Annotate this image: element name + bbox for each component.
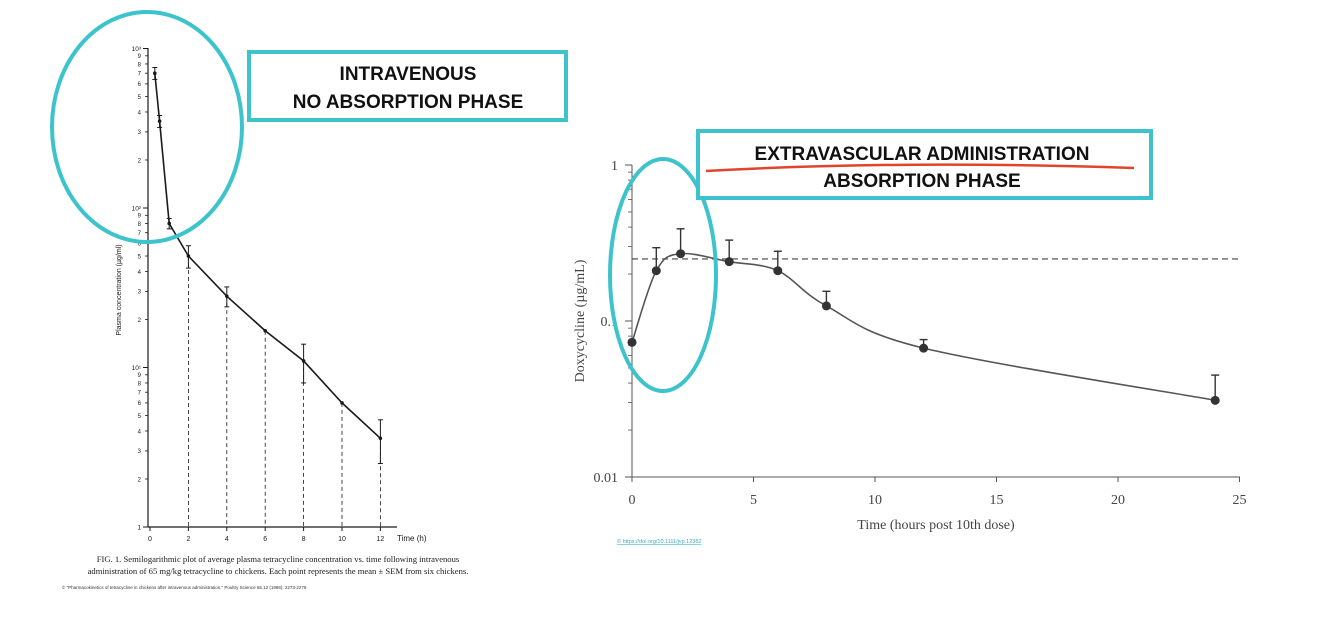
left-y-tick-label: 8	[138, 222, 142, 228]
right-highlight-ellipse	[608, 157, 718, 393]
left-y-tick-label: 7	[138, 72, 142, 78]
left-caption-line1: FIG. 1. Semilogarithmic plot of average …	[97, 554, 460, 564]
right-data-point	[821, 301, 831, 311]
extravascular-box-line1: EXTRAVASCULAR ADMINISTRATION	[755, 144, 1090, 165]
left-y-tick-label: 2	[138, 477, 142, 483]
left-y-tick-label: 4	[138, 429, 142, 435]
left-y-tick-label: 5	[138, 414, 142, 420]
left-caption-line2: administration of 65 mg/kg tetracycline …	[88, 566, 469, 576]
left-y-tick-label: 9	[138, 373, 142, 379]
left-data-point	[340, 401, 344, 405]
left-y-tick-label: 8	[138, 381, 142, 387]
left-x-tick-label: 0	[148, 536, 152, 543]
left-y-tick-label: 6	[138, 82, 142, 88]
extravascular-box-line2: ABSORPTION PHASE	[823, 171, 1020, 192]
left-y-tick-label: 3	[138, 290, 142, 296]
left-source-citation: © "Pharmacokinetics of tetracycline in c…	[62, 584, 307, 590]
intravenous-box-line1: INTRAVENOUS	[340, 64, 477, 85]
left-data-point	[263, 328, 268, 333]
left-data-point	[378, 436, 383, 441]
right-data-marks	[627, 228, 1220, 405]
red-underline	[705, 163, 1135, 173]
left-y-tick-label: 5	[138, 254, 142, 260]
right-data-point	[773, 266, 783, 276]
left-data-point	[186, 254, 191, 258]
right-data-point	[724, 257, 734, 267]
left-x-tick-label: 8	[302, 536, 306, 543]
left-y-tick-label: 7	[138, 391, 142, 397]
left-data-point	[167, 221, 171, 226]
left-y-decade-label: 10¹	[132, 365, 142, 372]
right-y-tick-label: 0.01	[594, 471, 619, 486]
left-y-tick-label: 5	[138, 95, 142, 101]
left-y-tick-label: 6	[138, 242, 142, 248]
left-data-point	[153, 71, 157, 76]
right-y-tick-label: 1	[611, 159, 618, 174]
left-y-tick-label: 2	[138, 158, 142, 164]
left-y-tick-label: 2	[138, 318, 142, 324]
left-x-tick-label: 2	[186, 536, 190, 543]
left-y-decade-label: 10²	[132, 205, 142, 212]
right-source-link[interactable]: © https://doi.org/10.1111/jvp.12382	[617, 538, 701, 545]
left-x-axis-label: Time (h)	[397, 534, 427, 543]
left-ticks: 0 2 4 6 8 10 12 2 3 4 5 6 7 8 9 2 3 4 5 6 7 8 9 2 3 4 5 6 7 8 9 1 10¹ 10²…	[132, 46, 385, 543]
left-data-point	[301, 359, 306, 363]
right-x-tick-label: 15	[990, 493, 1004, 508]
left-y-tick-label: 6	[138, 401, 142, 407]
right-series-line	[631, 252, 1216, 402]
right-data-point	[919, 343, 929, 353]
left-y-tick-label: 4	[138, 110, 142, 116]
intravenous-box-line2: NO ABSORPTION PHASE	[293, 92, 524, 113]
left-y-tick-label: 7	[138, 231, 142, 237]
left-y-tick-label: 4	[138, 270, 142, 276]
right-x-axis-label: Time (hours post 10th dose)	[857, 518, 1015, 533]
left-y-decade-label: 10³	[132, 46, 142, 53]
left-chart: 0 2 4 6 8 10 12 2 3 4 5 6 7 8 9 2 3 4 5 6 7 8 9 2 3 4 5 6 7 8 9 1 10¹ 10²…	[116, 46, 427, 543]
right-data-point	[651, 266, 661, 276]
intravenous-box	[247, 50, 568, 122]
left-y-axis-label: Plasma concentration (µg/ml)	[116, 244, 123, 335]
left-dashed-guides	[187, 256, 381, 527]
right-data-point	[1210, 395, 1220, 405]
right-ticks: 0 5 10 15 20 250.010.11	[594, 159, 1247, 508]
left-y-decade-label: 1	[137, 524, 141, 531]
left-data-point	[157, 119, 162, 124]
left-x-tick-label: 12	[377, 536, 385, 543]
left-y-tick-label: 9	[138, 214, 142, 220]
left-y-tick-label: 9	[138, 54, 142, 60]
left-highlight-ellipse	[50, 10, 244, 244]
left-y-tick-label: 8	[138, 62, 142, 68]
left-y-tick-label: 3	[138, 449, 142, 455]
right-y-axis-label: Doxycycline (µg/mL)	[573, 259, 588, 382]
left-x-tick-label: 6	[263, 536, 267, 543]
right-data-point	[627, 337, 637, 347]
right-data-point	[676, 249, 686, 259]
right-x-tick-label: 25	[1233, 493, 1247, 508]
right-x-tick-label: 5	[750, 493, 757, 508]
right-chart: 0 5 10 15 20 250.010.11 Time (hours post 10th…	[573, 159, 1247, 533]
left-data-marks	[152, 67, 383, 465]
left-data-point	[225, 294, 229, 298]
right-x-tick-label: 20	[1111, 493, 1125, 508]
right-x-tick-label: 0	[629, 493, 636, 508]
left-x-tick-label: 4	[225, 536, 229, 543]
left-y-tick-label: 3	[138, 130, 142, 136]
right-x-tick-label: 10	[868, 493, 882, 508]
left-x-tick-label: 10	[338, 536, 346, 543]
